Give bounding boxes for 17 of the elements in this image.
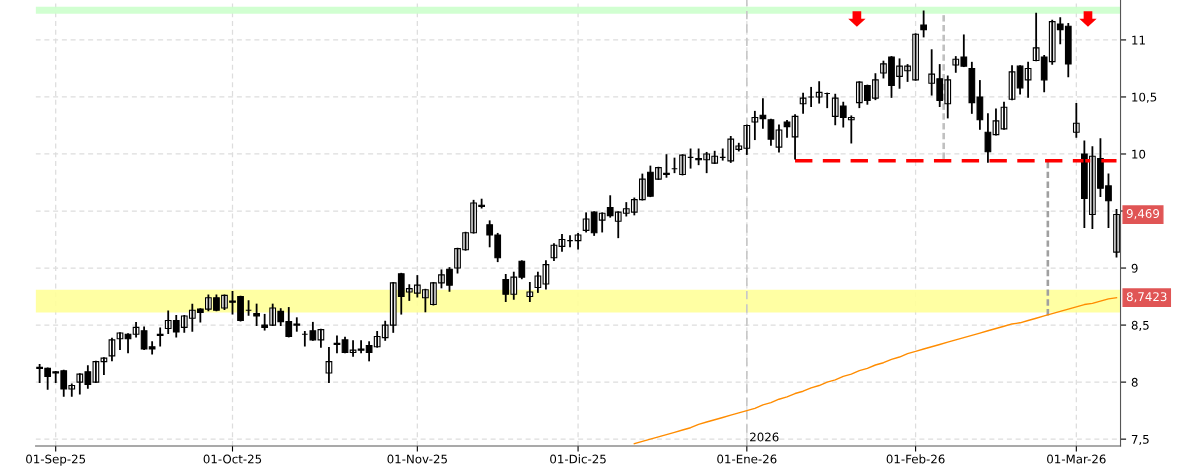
x-tick-label: 01-Dic-25: [550, 454, 606, 464]
y-tick-label: 10: [1132, 149, 1146, 159]
text: 8,7423: [1126, 292, 1167, 303]
x-tick-label: 01-Nov-25: [387, 454, 447, 464]
text: 9,469: [1126, 209, 1160, 220]
x-tick-label: 01-Mar-26: [1047, 454, 1106, 464]
x-tick-label: 01-Sep-25: [26, 454, 86, 466]
ref-line-label: 2026: [750, 432, 779, 442]
y-tick-label: 9: [1131, 263, 1138, 273]
y-tick-label: 8: [1131, 377, 1138, 387]
x-tick-label: 01-Ene-26: [717, 454, 777, 464]
x-tick-label: 01-Oct-25: [203, 454, 262, 464]
x-tick-label: 01-Feb-26: [886, 454, 945, 464]
y-tick-label: 8,5: [1131, 320, 1149, 331]
y-tick-label: 10,5: [1132, 92, 1157, 103]
y-tick-label: 11: [1132, 35, 1145, 45]
y-tick-label: 7,5: [1131, 435, 1149, 445]
